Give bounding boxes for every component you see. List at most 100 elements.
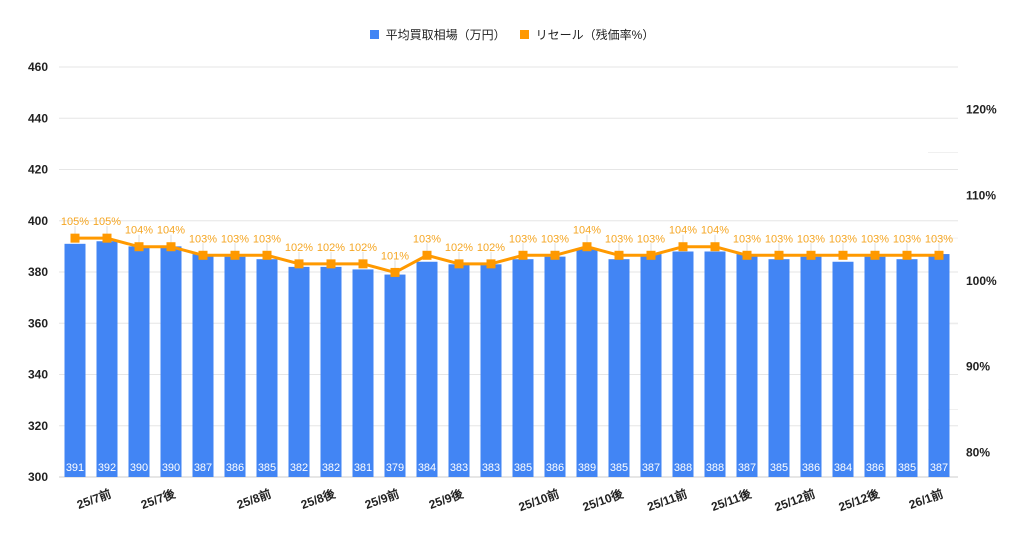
line-value-label: 103%	[637, 233, 665, 245]
bar-value-label: 383	[482, 462, 500, 474]
bar[interactable]	[448, 264, 470, 477]
line-marker[interactable]	[230, 250, 240, 260]
bar[interactable]	[608, 259, 630, 477]
right-axis-tick-label: 120%	[966, 103, 997, 117]
bar-value-label: 385	[770, 462, 788, 474]
bar-value-label: 388	[706, 462, 724, 474]
line-marker[interactable]	[390, 267, 400, 277]
line-marker[interactable]	[934, 250, 944, 260]
line-marker[interactable]	[70, 233, 80, 243]
bar[interactable]	[288, 266, 310, 477]
line-marker[interactable]	[422, 250, 432, 260]
bar[interactable]	[96, 241, 118, 477]
right-axis-tick-label: 80%	[966, 445, 990, 459]
line-marker[interactable]	[742, 250, 752, 260]
bar-value-label: 382	[290, 462, 308, 474]
line-marker[interactable]	[262, 250, 272, 260]
bar[interactable]	[832, 261, 854, 477]
line-marker[interactable]	[134, 242, 144, 252]
bar[interactable]	[224, 256, 246, 477]
line-marker[interactable]	[646, 250, 656, 260]
line-value-label: 103%	[925, 233, 953, 245]
line-marker[interactable]	[166, 242, 176, 252]
bar-value-label: 379	[386, 462, 404, 474]
line-marker[interactable]	[198, 250, 208, 260]
bar-value-label: 382	[322, 462, 340, 474]
left-axis-tick-label: 420	[28, 163, 48, 177]
line-marker[interactable]	[806, 250, 816, 260]
bar[interactable]	[768, 259, 790, 477]
line-marker[interactable]	[454, 259, 464, 269]
line-marker[interactable]	[102, 233, 112, 243]
right-axis-tick-label: 110%	[966, 188, 996, 202]
bar-value-label: 389	[578, 462, 596, 474]
line-marker[interactable]	[486, 259, 496, 269]
bar-value-label: 385	[898, 462, 916, 474]
line-value-label: 104%	[157, 225, 185, 237]
bar[interactable]	[544, 256, 566, 477]
bar[interactable]	[416, 261, 438, 477]
line-value-label: 105%	[93, 216, 121, 228]
bar[interactable]	[864, 256, 886, 477]
left-axis-tick-label: 440	[28, 111, 48, 125]
bar[interactable]	[800, 256, 822, 477]
bar[interactable]	[352, 269, 374, 477]
bar-value-label: 386	[226, 462, 244, 474]
line-marker[interactable]	[838, 250, 848, 260]
bar[interactable]	[320, 266, 342, 477]
legend-item-bar[interactable]: 平均買取相場（万円）	[369, 26, 506, 43]
legend-item-line[interactable]: リセール（残価率%）	[519, 26, 655, 43]
line-value-label: 103%	[765, 233, 793, 245]
bar-value-label: 390	[130, 462, 148, 474]
x-axis-tick-label: 25/12前	[772, 486, 817, 514]
line-value-label: 103%	[893, 233, 921, 245]
bar[interactable]	[384, 274, 406, 477]
line-marker[interactable]	[582, 242, 592, 252]
line-path	[75, 236, 939, 274]
bar[interactable]	[64, 243, 86, 477]
x-axis-tick-label: 25/11前	[645, 486, 689, 514]
line-marker[interactable]	[326, 259, 336, 269]
line-value-label: 101%	[381, 250, 409, 262]
line-value-label: 102%	[349, 242, 377, 254]
x-axis-tick-label: 25/8前	[235, 486, 273, 512]
line-marker[interactable]	[678, 242, 688, 252]
line-value-label: 104%	[573, 225, 601, 237]
line-marker[interactable]	[870, 250, 880, 260]
line-series-swatch-icon	[519, 29, 529, 39]
line-marker[interactable]	[774, 250, 784, 260]
legend-line-label: リセール（残価率%）	[535, 27, 655, 42]
line-marker[interactable]	[710, 242, 720, 252]
bar[interactable]	[576, 248, 598, 477]
bar[interactable]	[672, 251, 694, 478]
right-y-axis: 80% 90% 100% 110% 120%	[966, 103, 997, 460]
line-value-label: 104%	[701, 225, 729, 237]
bar[interactable]	[896, 259, 918, 477]
line-marker[interactable]	[518, 250, 528, 260]
left-axis-tick-label: 380	[28, 265, 48, 279]
line-marker[interactable]	[614, 250, 624, 260]
line-marker[interactable]	[358, 259, 368, 269]
bar[interactable]	[160, 246, 182, 477]
bar[interactable]	[256, 259, 278, 477]
bar[interactable]	[192, 254, 214, 477]
line-marker[interactable]	[902, 250, 912, 260]
x-axis-labels: 25/7前 25/7後 25/8前 25/8後 25/9前 25/9後 25/10前 25/1…	[75, 485, 945, 514]
bar-value-label: 385	[514, 462, 532, 474]
x-axis-tick-label: 25/9後	[427, 485, 466, 512]
bar[interactable]	[704, 251, 726, 478]
bar-value-label: 391	[66, 462, 84, 474]
line-value-label: 103%	[413, 233, 441, 245]
bar[interactable]	[736, 254, 758, 477]
x-axis-tick-label: 25/7後	[139, 485, 178, 512]
line-marker[interactable]	[294, 259, 304, 269]
bar[interactable]	[512, 259, 534, 477]
bar-series-swatch-icon	[369, 29, 379, 39]
line-marker[interactable]	[550, 250, 560, 260]
bar[interactable]	[480, 264, 502, 477]
bar[interactable]	[928, 254, 950, 477]
bar[interactable]	[640, 254, 662, 477]
x-axis-tick-label: 25/9前	[363, 486, 401, 512]
bar[interactable]	[128, 246, 150, 477]
